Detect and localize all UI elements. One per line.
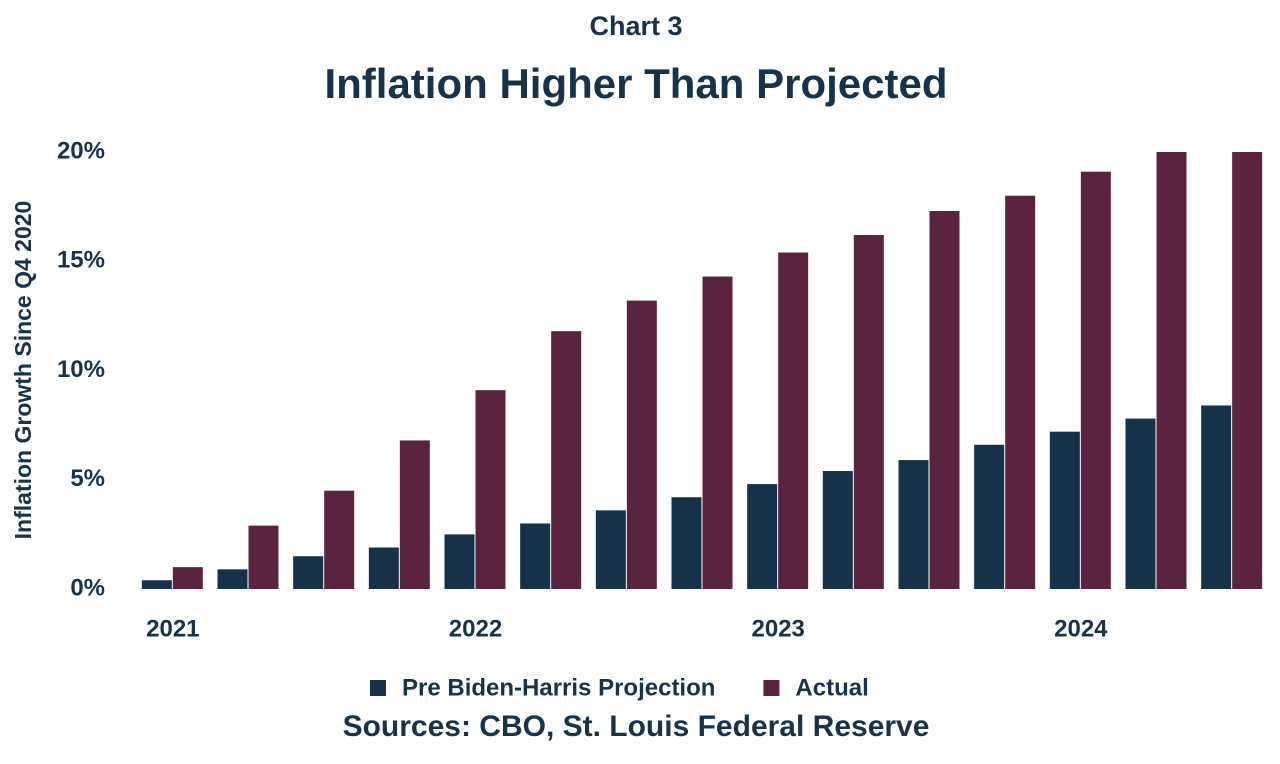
x-tick-label: 2024	[1054, 615, 1108, 642]
bar	[702, 276, 733, 589]
bar	[1156, 152, 1187, 589]
bar	[248, 525, 279, 589]
bar	[141, 580, 172, 589]
bar	[974, 444, 1005, 589]
bar	[626, 300, 657, 589]
bar	[172, 567, 203, 589]
bar	[324, 490, 355, 589]
bar	[853, 235, 884, 589]
y-tick-label: 5%	[70, 465, 105, 492]
bar	[929, 210, 960, 589]
bar	[1125, 418, 1156, 589]
y-tick-label: 20%	[57, 137, 105, 164]
bar	[520, 523, 551, 589]
bar	[217, 569, 248, 589]
bar	[1201, 405, 1232, 589]
bar	[475, 390, 506, 589]
source: Sources: CBO, St. Louis Federal Reserve	[343, 710, 930, 743]
x-tick-label: 2023	[751, 615, 804, 642]
chart-title: Inflation Higher Than Projected	[324, 60, 947, 107]
x-tick-label: 2022	[449, 615, 502, 642]
chart-supertitle: Chart 3	[589, 11, 682, 41]
bar	[444, 534, 475, 589]
x-tick-label: 2021	[146, 615, 199, 642]
bar	[747, 484, 778, 589]
y-tick-label: 0%	[70, 574, 105, 601]
legend-swatch	[370, 680, 386, 696]
bar	[399, 440, 430, 589]
bar	[822, 471, 853, 589]
bar	[898, 460, 929, 589]
bar	[1232, 152, 1263, 589]
bar	[1049, 431, 1080, 589]
bar	[671, 497, 702, 589]
legend-swatch	[763, 680, 780, 696]
bar	[595, 510, 626, 589]
bar	[778, 252, 809, 589]
legend-label: Actual	[795, 674, 868, 701]
bar	[551, 331, 582, 589]
bar	[293, 556, 324, 589]
y-axis-label: Inflation Growth Since Q4 2020	[10, 201, 36, 540]
y-tick-label: 10%	[57, 356, 105, 383]
bar	[1080, 171, 1111, 590]
bar	[368, 547, 399, 589]
legend-label: Pre Biden-Harris Projection	[402, 674, 715, 701]
y-tick-label: 15%	[57, 247, 105, 274]
bar	[1005, 195, 1036, 589]
